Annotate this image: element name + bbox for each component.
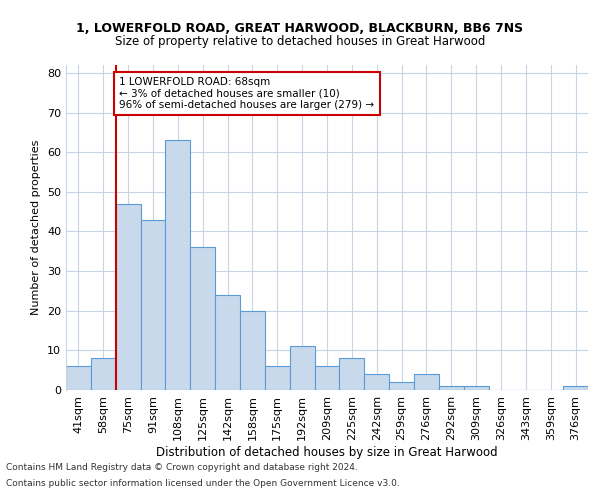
Bar: [116, 204, 140, 390]
Bar: [166, 140, 190, 390]
Bar: [91, 358, 116, 390]
Bar: [340, 358, 364, 390]
Text: Contains public sector information licensed under the Open Government Licence v3: Contains public sector information licen…: [6, 478, 400, 488]
Bar: [240, 310, 265, 390]
Bar: [464, 386, 488, 390]
Bar: [190, 248, 215, 390]
Bar: [290, 346, 314, 390]
Text: Size of property relative to detached houses in Great Harwood: Size of property relative to detached ho…: [115, 35, 485, 48]
Bar: [66, 366, 91, 390]
Y-axis label: Number of detached properties: Number of detached properties: [31, 140, 41, 315]
X-axis label: Distribution of detached houses by size in Great Harwood: Distribution of detached houses by size …: [156, 446, 498, 458]
Bar: [314, 366, 340, 390]
Text: 1 LOWERFOLD ROAD: 68sqm
← 3% of detached houses are smaller (10)
96% of semi-det: 1 LOWERFOLD ROAD: 68sqm ← 3% of detached…: [119, 77, 374, 110]
Bar: [414, 374, 439, 390]
Bar: [140, 220, 166, 390]
Text: 1, LOWERFOLD ROAD, GREAT HARWOOD, BLACKBURN, BB6 7NS: 1, LOWERFOLD ROAD, GREAT HARWOOD, BLACKB…: [76, 22, 524, 36]
Bar: [563, 386, 588, 390]
Text: Contains HM Land Registry data © Crown copyright and database right 2024.: Contains HM Land Registry data © Crown c…: [6, 464, 358, 472]
Bar: [215, 295, 240, 390]
Bar: [439, 386, 464, 390]
Bar: [364, 374, 389, 390]
Bar: [389, 382, 414, 390]
Bar: [265, 366, 290, 390]
